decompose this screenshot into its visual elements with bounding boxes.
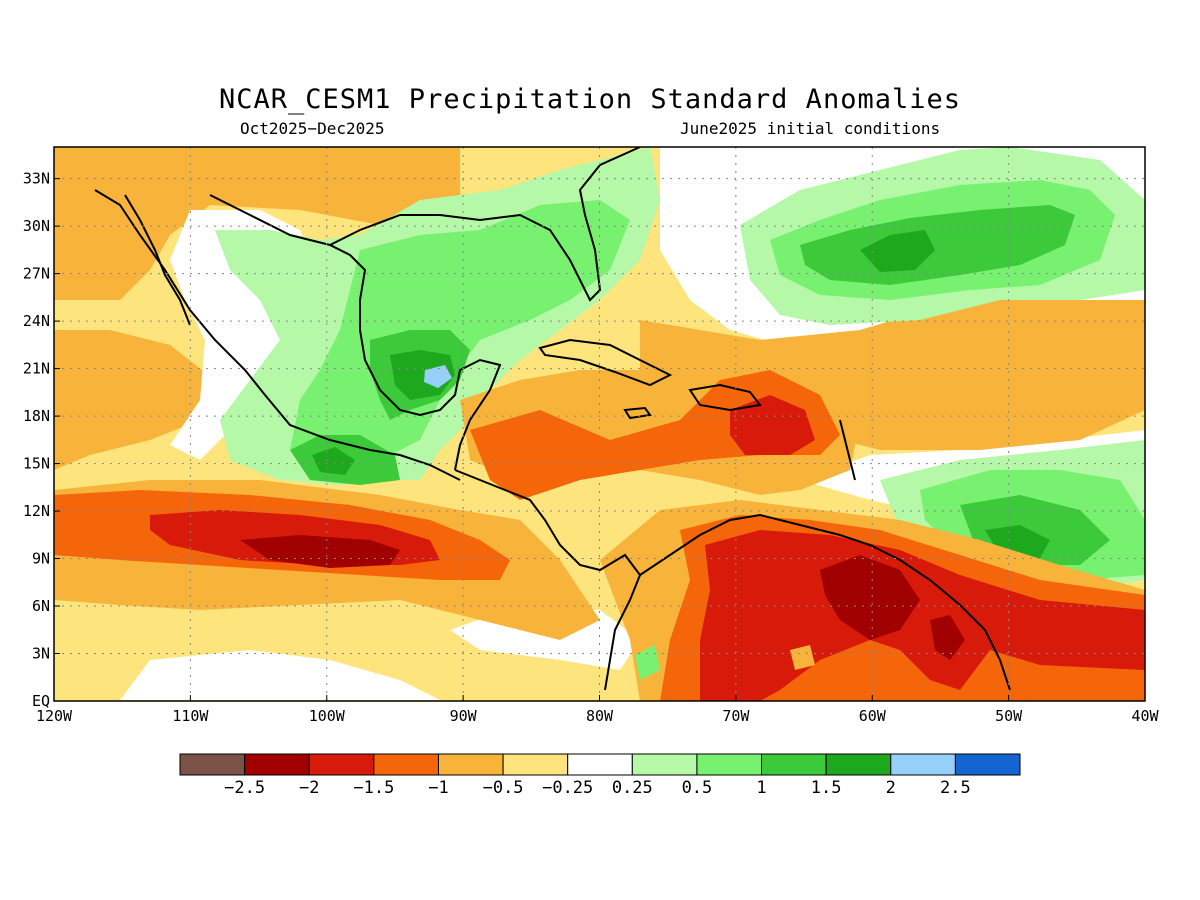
colorbar-swatch	[696, 753, 763, 776]
lat-tick-label: 12N	[23, 502, 50, 520]
colorbar-swatch	[373, 753, 439, 776]
field-green-atl-darker	[860, 230, 935, 272]
colorbar-label: −0.25	[542, 778, 593, 798]
lat-ticks: 33N 30N 27N 24N 21N 18N 15N 12N 9N 6N 3N EQ	[23, 170, 60, 710]
colorbar-label: −0.5	[483, 778, 524, 798]
colorbar-swatch	[502, 753, 569, 776]
lat-tick-label: 6N	[32, 597, 50, 615]
coast-jamaica	[623, 406, 652, 420]
colorbar-label: −1	[428, 778, 448, 798]
field-blue-gulf	[424, 365, 452, 388]
lon-tick-label: 90W	[450, 707, 478, 725]
field-car-deep-orange	[470, 370, 840, 500]
colorbar-swatch	[890, 753, 956, 776]
lon-tick-label: 100W	[309, 707, 346, 725]
colorbar-label: 2.5	[940, 778, 971, 798]
lon-tick-label: 80W	[586, 707, 614, 725]
field-green-colombia	[635, 645, 660, 680]
lat-tick-label: 15N	[23, 455, 50, 473]
coast-west-mexico	[94, 189, 461, 481]
colorbar-swatch	[437, 753, 504, 776]
field-nw-orange	[54, 147, 460, 300]
gridlines	[54, 147, 1145, 701]
colorbar-label: −2	[299, 778, 319, 798]
field-sa-darkred-2	[930, 615, 965, 660]
colorbar-label: 0.25	[612, 778, 653, 798]
colorbar-swatch	[954, 753, 1021, 776]
map-title: NCAR_CESM1 Precipitation Standard Anomal…	[219, 84, 961, 115]
lat-tick-label: 21N	[23, 360, 50, 378]
colorbar-label: 1.5	[811, 778, 842, 798]
field-green-pac-darker	[312, 447, 355, 475]
field-green-gulf-darker	[390, 350, 455, 400]
colorbar: −2.5 −2 −1.5 −1 −0.5 −0.25 0.25 0.5 1 1.5 2 2.5	[179, 753, 1021, 798]
lon-tick-label: 110W	[172, 707, 209, 725]
lat-tick-label: EQ	[32, 692, 50, 710]
lat-tick-label: 3N	[32, 645, 50, 663]
colorbar-label: 0.5	[682, 778, 713, 798]
field-green-atl-dark	[800, 205, 1075, 285]
coast-us-gulf	[329, 147, 641, 302]
lon-tick-label: 70W	[722, 707, 750, 725]
field-white-eq	[120, 650, 440, 700]
anomaly-field	[54, 147, 1145, 701]
field-pac-darkred	[240, 535, 400, 568]
colorbar-label: 1	[756, 778, 766, 798]
colorbar-swatch	[179, 753, 246, 776]
lat-tick-label: 18N	[23, 407, 50, 425]
coast-hispaniola	[688, 383, 762, 412]
colorbar-label: −1.5	[353, 778, 394, 798]
colorbar-swatch	[631, 753, 698, 776]
colorbar-label: 2	[886, 778, 896, 798]
lat-tick-label: 27N	[23, 265, 50, 283]
colorbar-swatch	[244, 753, 310, 776]
field-car-red	[730, 395, 815, 455]
colorbar-label: −2.5	[224, 778, 265, 798]
field-sa-darkred	[820, 555, 920, 640]
colorbar-swatch	[761, 753, 827, 776]
field-nw-orange-2	[54, 330, 215, 470]
coastlines	[94, 147, 1011, 691]
lon-tick-label: 60W	[859, 707, 887, 725]
coast-gulf	[209, 194, 502, 471]
lon-tick-label: 50W	[995, 707, 1023, 725]
lon-tick-label: 120W	[36, 707, 73, 725]
lat-tick-label: 33N	[23, 170, 50, 188]
coast-baja	[124, 194, 191, 326]
colorbar-swatch	[567, 753, 633, 776]
field-green-gulf-mid	[290, 200, 630, 470]
coast-cuba	[538, 338, 673, 387]
coast-lesser-antilles	[839, 419, 856, 481]
lat-tick-label: 9N	[32, 550, 50, 568]
lat-tick-label: 24N	[23, 312, 50, 330]
subtitle-init: June2025 initial conditions	[680, 119, 941, 138]
colorbar-swatch	[825, 753, 892, 776]
field-sa-orange-spot	[790, 645, 815, 670]
colorbar-swatch	[308, 753, 375, 776]
subtitle-period: Oct2025−Dec2025	[240, 119, 385, 138]
lon-ticks: 120W 110W 100W 90W 80W 70W 60W 50W 40W	[36, 695, 1160, 725]
coast-south-america	[639, 513, 1011, 691]
coast-central-america	[454, 469, 642, 691]
lon-tick-label: 40W	[1131, 707, 1159, 725]
lat-tick-label: 30N	[23, 217, 50, 235]
